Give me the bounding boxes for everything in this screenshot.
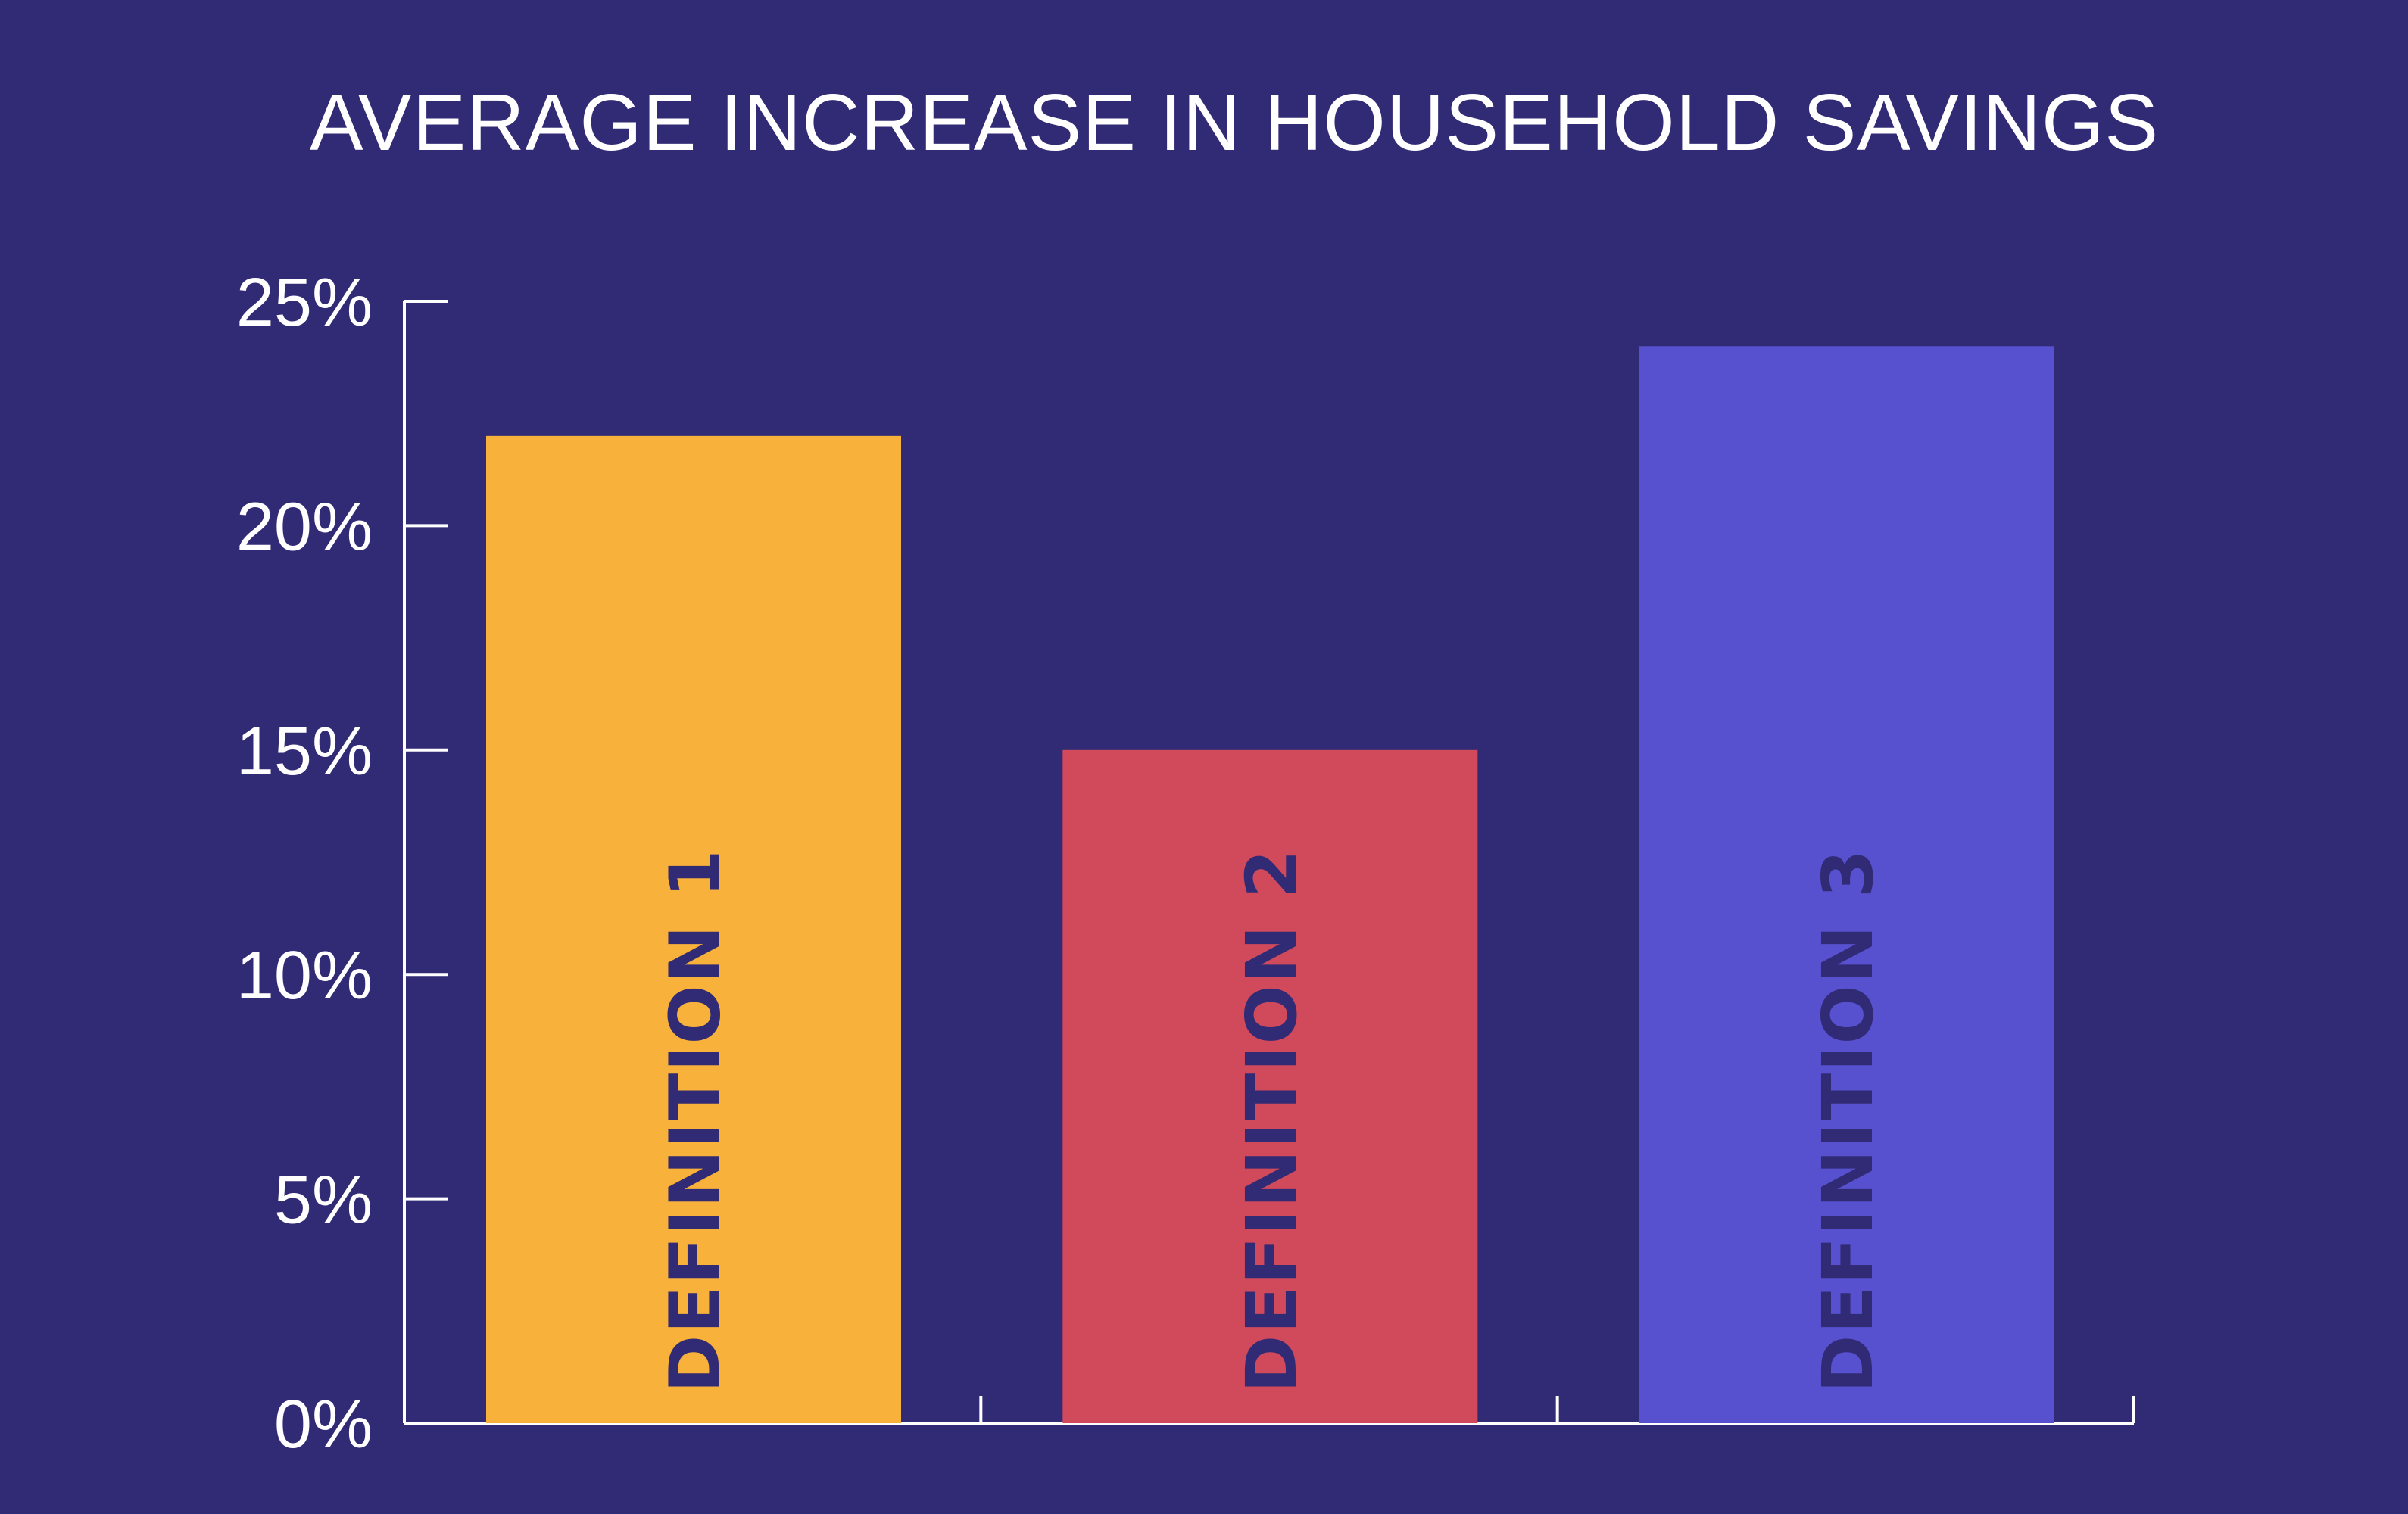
bar (1639, 346, 2054, 1423)
y-tick-label: 20% (236, 489, 373, 565)
bar-label: DEFINITION 3 (1808, 848, 1889, 1393)
y-tick-label: 10% (236, 938, 373, 1014)
bar-label: DEFINITION 1 (655, 848, 736, 1393)
bar (486, 435, 901, 1423)
chart-title: AVERAGE INCREASE IN HOUSEHOLD SAVINGS (309, 78, 2160, 167)
y-tick-label: 5% (274, 1163, 373, 1238)
bar-label: DEFINITION 2 (1231, 848, 1312, 1393)
bar (1062, 749, 1478, 1423)
y-tick-label: 25% (236, 265, 373, 341)
y-tick-label: 15% (236, 714, 373, 790)
y-tick-label: 0% (274, 1387, 373, 1463)
y-axis: 0% 5% 10% 15% 20% 25% (236, 265, 448, 1463)
bars: DEFINITION 1 DEFINITION 2 DEFINITION 3 (486, 346, 2054, 1423)
